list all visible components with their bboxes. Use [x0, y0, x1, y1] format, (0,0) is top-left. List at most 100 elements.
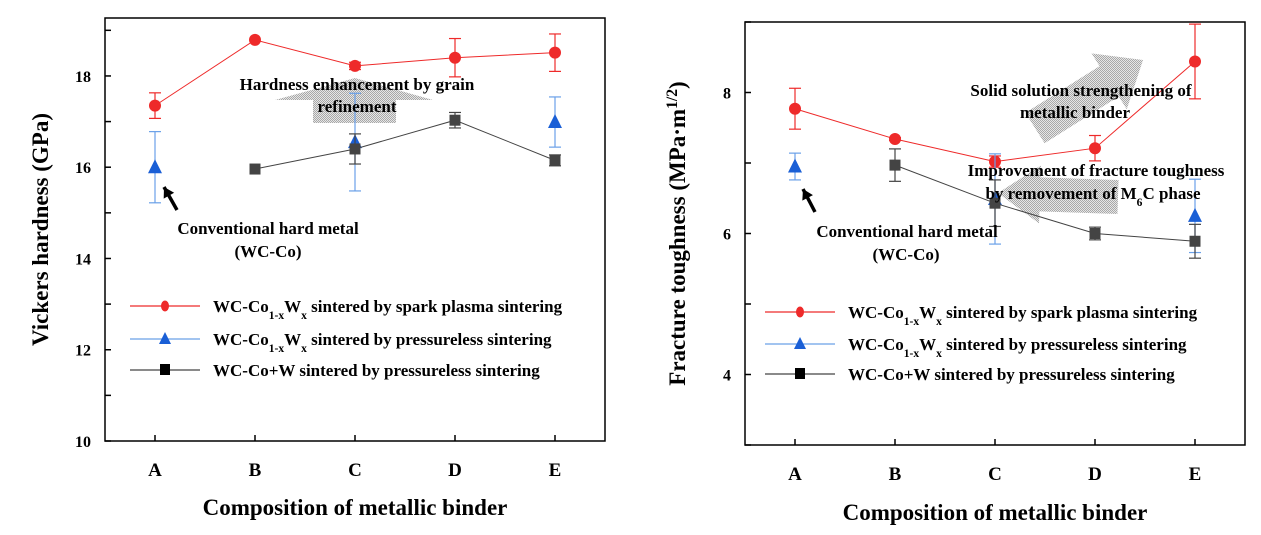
- pointer-head: [163, 187, 175, 199]
- data-point: [1189, 55, 1201, 68]
- x-tick-label: C: [988, 464, 1002, 485]
- text-run: sintered by spark plasma sintering: [307, 297, 563, 316]
- legend-label: WC-Co1-xWx sintered by spark plasma sint…: [213, 297, 563, 322]
- strengthening-arrow: [1025, 53, 1143, 144]
- text-run: C phase: [1142, 184, 1201, 203]
- data-point: [1089, 142, 1101, 155]
- subscript: 1-x: [269, 309, 285, 322]
- text-run: sintered by pressureless sintering: [307, 330, 552, 349]
- subscript: x: [936, 315, 942, 328]
- legend-marker: [159, 332, 171, 344]
- subscript: 1-x: [904, 347, 920, 360]
- legend-marker: [795, 368, 805, 379]
- annotation-conventional: Conventional hard metal: [816, 222, 998, 241]
- y-tick-label: 6: [723, 227, 731, 244]
- toughness-chart: 4 6 8 A B C D E Composition of metallic binder Fr…: [664, 21, 1246, 525]
- annotation-grain-refinement: refinement: [318, 97, 397, 116]
- annotation-toughness: Improvement of fracture toughness: [968, 161, 1225, 180]
- legend-label: WC-Co+W sintered by pressureless sinteri…: [848, 365, 1175, 384]
- legend-item: WC-Co1-xWx sintered by pressureless sint…: [765, 335, 1187, 360]
- series-2: [889, 148, 1201, 259]
- text-run: (WC-Co): [234, 242, 301, 261]
- legend-item: WC-Co1-xWx sintered by spark plasma sint…: [130, 297, 563, 322]
- text-run: Conventional hard metal: [177, 219, 359, 238]
- text-run: refinement: [318, 97, 397, 116]
- pointer-arrow: [801, 188, 817, 213]
- text-run: W: [284, 297, 301, 316]
- x-tick-label: D: [448, 460, 462, 481]
- x-axis-label: Composition of metallic binder: [203, 495, 508, 520]
- text-run: W: [919, 303, 936, 322]
- annotation-toughness: by removement of M6C phase: [985, 184, 1201, 209]
- text-run: (WC-Co): [872, 245, 939, 264]
- y-tick-label: 12: [75, 343, 91, 360]
- pointer-head: [802, 189, 813, 201]
- data-point: [249, 163, 261, 175]
- data-point: [889, 159, 901, 171]
- legend-marker: [160, 364, 170, 375]
- legend-item: WC-Co1-xWx sintered by pressureless sint…: [130, 330, 552, 355]
- annotation-solid-solution: metallic binder: [1020, 103, 1130, 122]
- text-run: WC-Co: [213, 297, 269, 316]
- text-run: sintered by pressureless sintering: [942, 335, 1187, 354]
- series-line: [894, 164, 1196, 242]
- subscript: 6: [1137, 196, 1143, 209]
- legend-label: WC-Co1-xWx sintered by pressureless sint…: [213, 330, 552, 355]
- x-tick-label: B: [889, 464, 902, 485]
- text-run: sintered by spark plasma sintering: [942, 303, 1198, 322]
- subscript: x: [301, 309, 307, 322]
- data-point: [789, 102, 801, 115]
- text-run: W: [284, 330, 301, 349]
- data-point: [1089, 228, 1101, 239]
- series-2: [249, 111, 561, 175]
- enhancement-arrow: [275, 78, 433, 123]
- data-point: [249, 33, 261, 46]
- text-run: WC-Co: [848, 303, 904, 322]
- data-point: [549, 46, 561, 59]
- data-point: [449, 114, 461, 126]
- x-tick-label: C: [348, 460, 362, 481]
- data-point: [1189, 235, 1201, 247]
- data-point: [148, 159, 162, 174]
- subscript: x: [936, 347, 942, 360]
- x-axis-label: Composition of metallic binder: [843, 500, 1148, 525]
- text-run: metallic binder: [1020, 103, 1130, 122]
- annotation-solid-solution: Solid solution strengthening of: [970, 81, 1192, 100]
- legend-label: WC-Co1-xWx sintered by spark plasma sint…: [848, 303, 1198, 328]
- data-point: [349, 143, 361, 155]
- toughness-improvement-arrow: [998, 165, 1119, 224]
- hardness-chart: 10 12 14 16 18 A B C D E Composition of metallic b…: [28, 17, 606, 520]
- y-tick-label: 4: [723, 368, 731, 385]
- text-run: Fracture toughness (MPa·m: [665, 109, 690, 386]
- series-0: [149, 33, 561, 119]
- subscript: x: [301, 342, 307, 355]
- annotation-conventional: (WC-Co): [234, 242, 301, 261]
- pointer-arrow: [162, 186, 179, 211]
- y-tick-label: 18: [75, 69, 91, 86]
- annotation-grain-refinement: Hardness enhancement by grain: [240, 75, 475, 94]
- text-run: W: [919, 335, 936, 354]
- data-point: [548, 114, 562, 129]
- series-line: [254, 119, 556, 170]
- legend-marker: [161, 300, 169, 312]
- data-point: [149, 99, 161, 112]
- y-tick-label: 16: [75, 160, 91, 177]
- y-tick-label: 14: [75, 251, 91, 268]
- y-axis-label: Vickers hardness (GPa): [28, 113, 53, 346]
- y-tick-label: 10: [75, 434, 91, 451]
- legend-item: WC-Co1-xWx sintered by spark plasma sint…: [765, 303, 1198, 328]
- x-tick-label: E: [1189, 464, 1202, 485]
- legend-label: WC-Co+W sintered by pressureless sinteri…: [213, 361, 540, 380]
- data-point: [989, 197, 1001, 209]
- x-tick-label: A: [148, 460, 162, 481]
- text-run: WC-Co+W sintered by pressureless sinteri…: [213, 361, 540, 380]
- data-point: [349, 59, 361, 72]
- data-point: [1188, 207, 1202, 222]
- x-tick-label: A: [788, 464, 802, 485]
- legend-marker: [794, 337, 806, 349]
- text-run: WC-Co: [213, 330, 269, 349]
- x-tick-label: E: [549, 460, 562, 481]
- legend-item: WC-Co+W sintered by pressureless sinteri…: [130, 361, 540, 380]
- text-run: Solid solution strengthening of: [970, 81, 1192, 100]
